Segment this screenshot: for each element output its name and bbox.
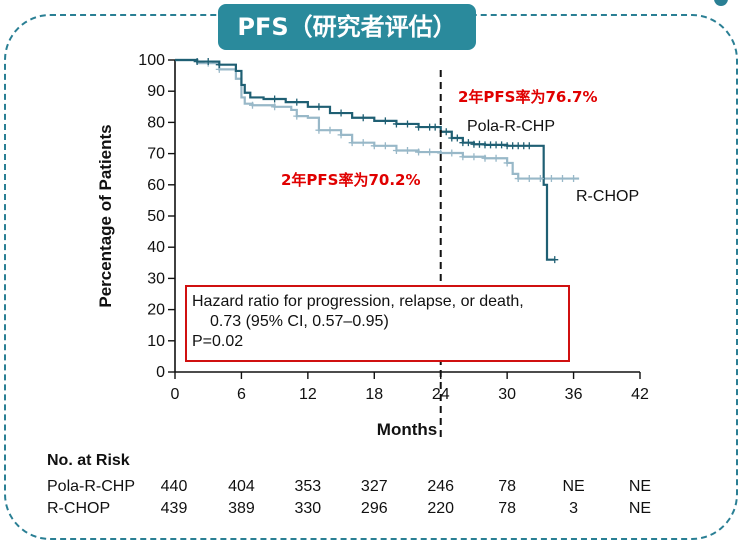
km-curve-r-chop [175,58,580,180]
at-risk-value: 330 [294,500,322,517]
y-tick-label: 40 [147,239,165,256]
at-risk-value: NE [628,478,652,495]
censor-mark [453,134,461,142]
at-risk-value: 440 [160,478,188,495]
censor-mark [392,120,400,128]
at-risk-value: 78 [498,478,517,495]
y-tick-label: 20 [147,302,165,319]
censor-mark [193,58,201,66]
censor-mark [271,95,279,103]
censor-mark [415,148,423,156]
censor-mark [498,141,506,149]
annotation-pola-pfs: 2年PFS率为76.7% [458,88,598,106]
at-risk-value: 296 [360,500,388,517]
p-value: P=0.02 [192,333,244,350]
hazard-ratio-line1: Hazard ratio for progression, relapse, o… [192,293,524,310]
x-tick-label: 30 [498,386,516,403]
censor-mark [547,175,555,183]
y-tick-label: 10 [147,333,165,350]
at-risk-value: 246 [427,478,455,495]
y-axis-title: Percentage of Patients [96,124,115,307]
censor-mark [503,159,511,167]
at-risk-value: 78 [498,500,517,517]
series-label-pola: Pola-R-CHP [467,118,555,135]
censor-mark [404,146,411,154]
y-tick-label: 90 [147,83,165,100]
censor-mark [326,126,334,134]
censor-mark [415,123,423,131]
x-tick-label: 0 [171,386,180,403]
censor-mark [464,139,472,147]
corner-dot [714,0,728,6]
censor-mark [293,98,301,106]
y-tick-label: 80 [147,114,165,131]
censor-mark [525,175,533,183]
annotation-rchop-pfs: 2年PFS率为70.2% [281,171,421,189]
censor-mark [359,139,367,147]
at-risk-row-rchop: R-CHOP 439 389 330 296 220 78 3 NE [0,500,745,522]
at-risk-value: 220 [427,500,455,517]
censor-mark [370,142,378,150]
series-label-rchop: R-CHOP [576,188,639,205]
censor-mark [481,154,489,162]
at-risk-value: NE [562,478,585,495]
y-tick-label: 30 [147,270,165,287]
censor-mark [315,103,323,111]
x-tick-label: 6 [237,386,246,403]
at-risk-label: Pola-R-CHP [47,478,136,495]
x-tick-label: 42 [631,386,649,403]
hazard-ratio-box: Hazard ratio for progression, relapse, o… [185,285,570,362]
censor-mark [431,123,439,131]
censor-mark [570,175,578,183]
censor-mark [492,154,500,162]
censor-mark [315,126,323,134]
hazard-ratio-line2: 0.73 (95% CI, 0.57–0.95) [210,313,389,330]
censor-mark [348,139,356,147]
y-tick-label: 70 [147,146,165,163]
censor-mark [459,153,467,161]
censor-mark [514,175,522,183]
at-risk-row-pola: Pola-R-CHP 440 404 353 327 246 78 NE NE [0,478,745,500]
censor-mark [426,148,434,156]
censor-mark [337,131,345,139]
y-tick-label: 100 [138,52,165,69]
censor-mark [551,256,559,264]
at-risk-value: NE [628,500,652,517]
censor-mark [381,117,389,125]
at-risk-value: 327 [360,478,388,495]
at-risk-label: R-CHOP [47,500,111,517]
censor-mark [359,114,367,122]
x-axis-title: Months [377,420,437,439]
censor-mark [204,58,212,66]
censor-mark [536,175,544,183]
censor-mark [404,120,411,128]
censor-mark [559,175,566,183]
censor-mark [249,101,256,109]
at-risk-title: No. at Risk [47,452,130,469]
censor-mark [442,128,450,136]
y-tick-label: 60 [147,177,165,194]
y-tick-label: 50 [147,208,165,225]
censor-mark [392,146,400,154]
censor-mark [470,153,478,161]
at-risk-value: 404 [228,478,255,495]
censor-mark [337,109,345,117]
at-risk-value: 439 [160,500,188,517]
x-tick-label: 18 [365,386,383,403]
censor-mark [525,142,533,150]
y-tick-label: 0 [156,364,165,381]
censor-mark [381,142,389,150]
figure-title: PFS（研究者评估） [218,4,476,50]
censor-mark [448,149,456,157]
at-risk-value: 353 [294,478,322,495]
x-tick-label: 36 [565,386,583,403]
censor-mark [215,61,223,69]
censor-mark [271,103,279,111]
at-risk-value: 3 [569,500,579,517]
at-risk-value: 389 [228,500,255,517]
x-tick-label: 12 [299,386,317,403]
censor-mark [293,112,301,120]
